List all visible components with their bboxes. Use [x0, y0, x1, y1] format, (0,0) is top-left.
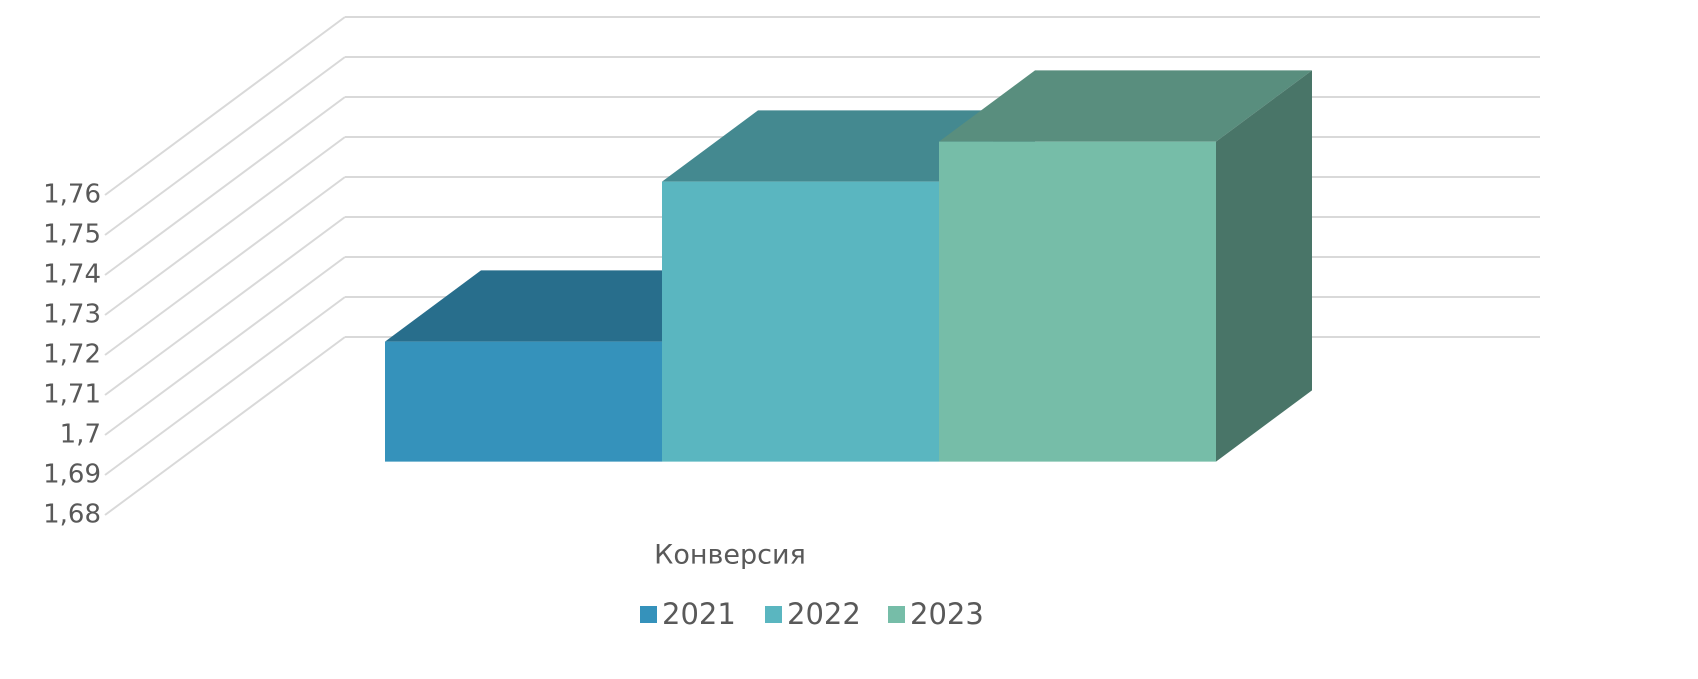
y-tick-label: 1,68 — [43, 500, 101, 530]
legend-swatch — [640, 606, 657, 623]
y-tick-label: 1,7 — [60, 420, 101, 450]
bar-side — [1216, 70, 1312, 462]
legend-label: 2021 — [662, 597, 736, 631]
bar — [385, 341, 662, 462]
legend-swatch — [888, 606, 905, 623]
grid-line — [104, 216, 346, 396]
grid-line — [104, 256, 346, 436]
bar — [662, 181, 939, 462]
grid-line — [104, 176, 346, 356]
y-tick-label: 1,72 — [43, 340, 101, 370]
grid-line — [104, 56, 346, 236]
grid-line — [104, 96, 346, 276]
grid-line — [104, 136, 346, 316]
grid-line — [104, 336, 346, 516]
grid-line — [104, 296, 346, 476]
legend-swatch — [765, 606, 782, 623]
bar-top — [939, 70, 1312, 142]
x-tick-label: Конверсия — [654, 540, 806, 571]
grid-line — [104, 16, 346, 196]
y-tick-label: 1,76 — [43, 180, 101, 210]
y-tick-label: 1,75 — [43, 220, 101, 250]
y-tick-label: 1,74 — [43, 260, 101, 290]
y-tick-label: 1,71 — [43, 380, 101, 410]
legend-label: 2023 — [910, 597, 984, 631]
bar — [939, 141, 1216, 462]
legend-label: 2022 — [787, 597, 861, 631]
y-tick-label: 1,73 — [43, 300, 101, 330]
y-tick-label: 1,69 — [43, 460, 101, 490]
